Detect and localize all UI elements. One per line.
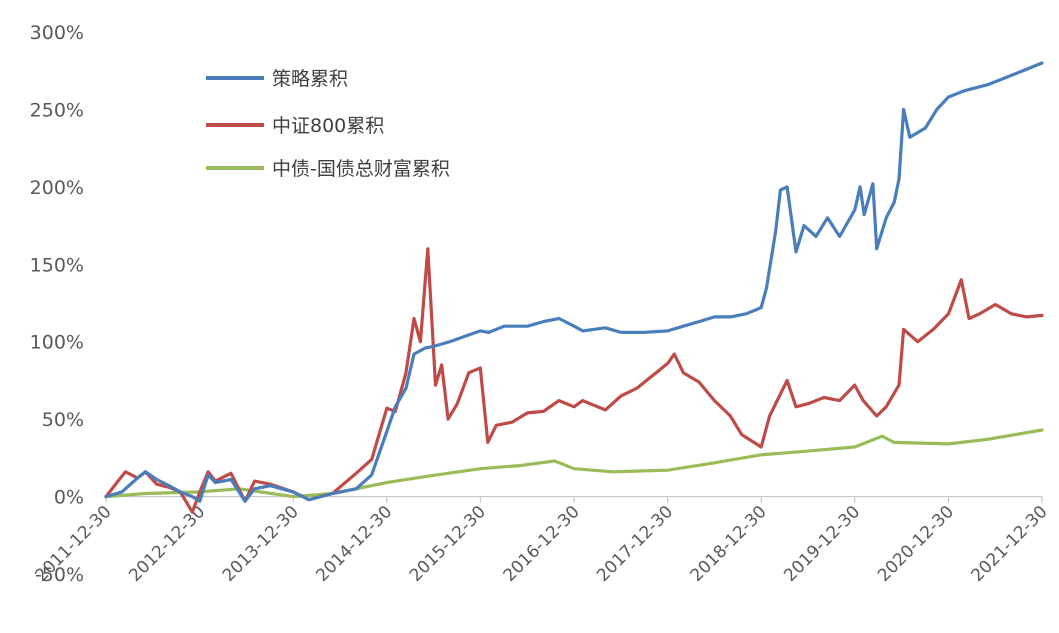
series-line-1 — [104, 247, 1044, 514]
series-line-0 — [104, 61, 1044, 503]
x-tick-label: 2017-12-30 — [593, 502, 677, 586]
x-tick-label: 2015-12-30 — [406, 502, 490, 586]
x-tick-label: 2013-12-30 — [219, 502, 303, 586]
y-tick-label: 0% — [54, 487, 84, 509]
x-tick-label: 2016-12-30 — [500, 502, 584, 586]
x-tick-label: 2021-12-30 — [968, 502, 1052, 586]
x-tick-label: 2019-12-30 — [780, 502, 864, 586]
y-tick-label: 300% — [30, 22, 84, 44]
y-tick-label: 200% — [30, 177, 84, 199]
x-tick-label: 2012-12-30 — [125, 502, 209, 586]
x-tick-label: 2014-12-30 — [312, 502, 396, 586]
legend-label: 中证800累积 — [272, 115, 384, 137]
y-tick-label: 150% — [30, 254, 84, 276]
y-tick-label: 50% — [42, 409, 84, 431]
x-tick-label: 2020-12-30 — [874, 502, 958, 586]
legend-label: 策略累积 — [272, 68, 348, 90]
x-axis-ticks: 2011-12-30 2012-12-30 2013-12-30 2014-12-30… — [32, 496, 1052, 586]
y-axis-ticks: -50% 0% 50% 100% 150% 200% 250% 300% — [30, 22, 84, 586]
series-line-2 — [104, 428, 1044, 499]
y-tick-label: 250% — [30, 99, 84, 121]
series-lines — [104, 61, 1044, 514]
legend-label: 中债-国债总财富累积 — [272, 158, 450, 180]
y-tick-label: -50% — [35, 564, 84, 586]
y-tick-label: 100% — [30, 332, 84, 354]
x-tick-label: 2018-12-30 — [687, 502, 771, 586]
